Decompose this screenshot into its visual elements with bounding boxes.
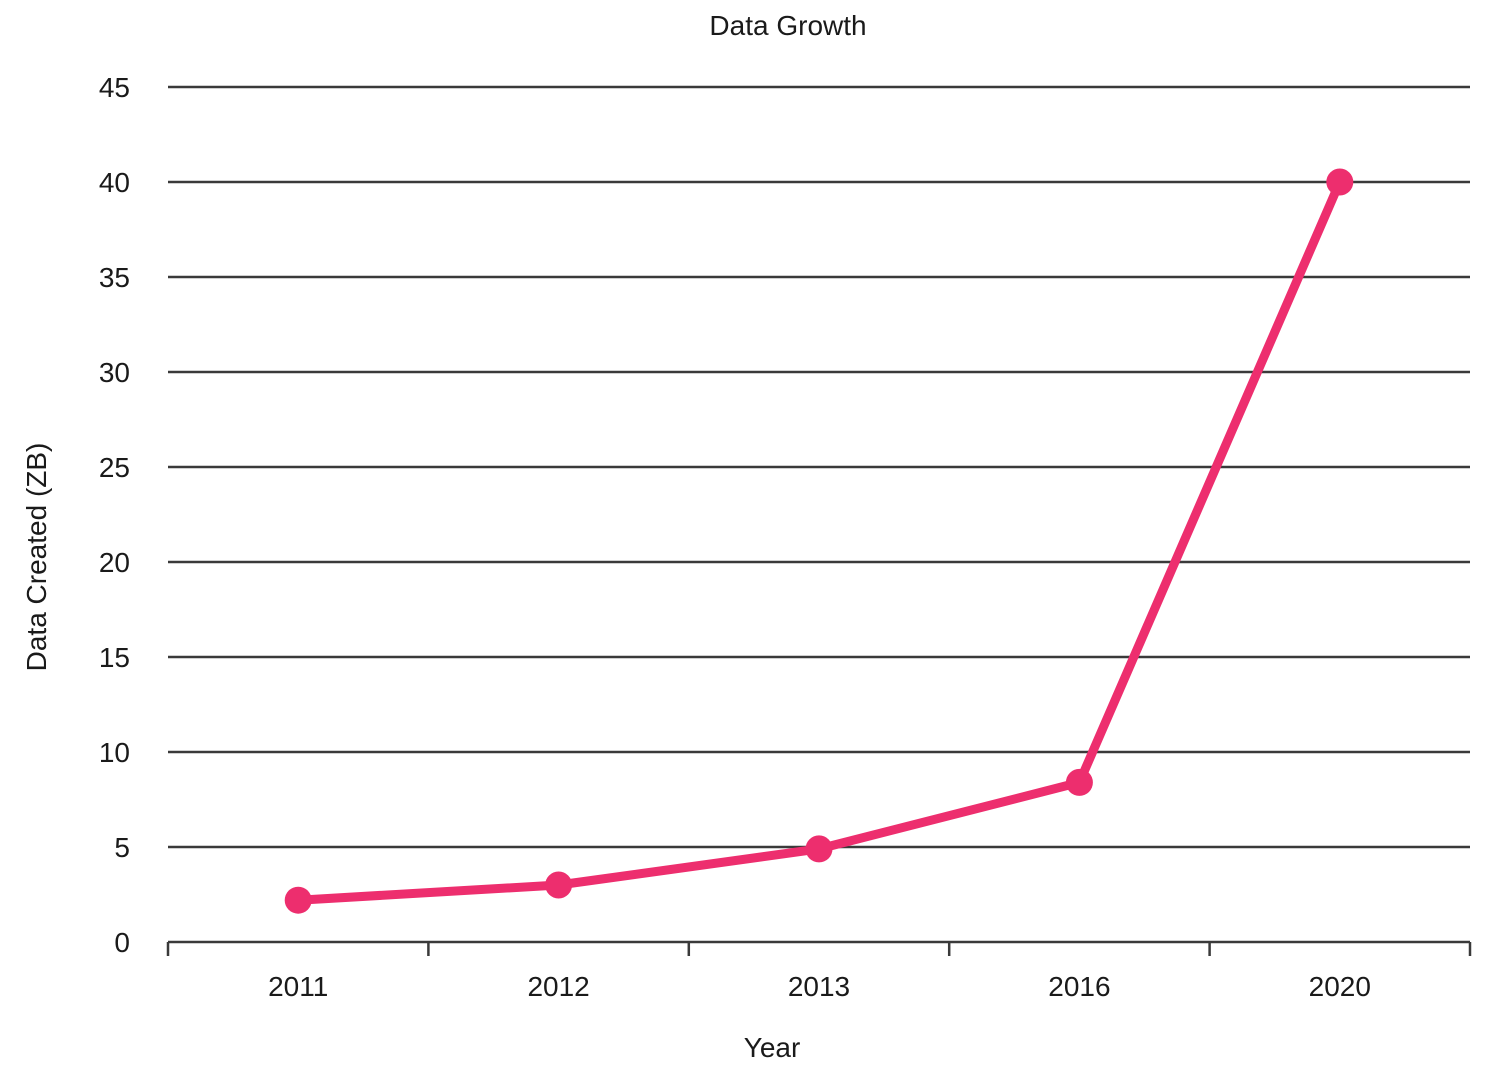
y-tick-label: 0 — [114, 927, 130, 958]
y-tick-label: 35 — [99, 262, 130, 293]
y-tick-label: 20 — [99, 547, 130, 578]
data-line — [293, 177, 1345, 905]
y-tick-label: 40 — [99, 167, 130, 198]
data-point — [805, 835, 833, 863]
x-axis-label: Year — [743, 1032, 801, 1063]
y-tick-label: 25 — [99, 452, 130, 483]
x-tick-label: 2016 — [1048, 971, 1110, 1002]
data-point — [284, 886, 312, 914]
y-tick-label: 5 — [114, 832, 130, 863]
data-point — [1065, 768, 1093, 796]
x-tick-label: 2012 — [527, 971, 589, 1002]
x-tick-label: 2013 — [788, 971, 850, 1002]
data-point — [1326, 168, 1354, 196]
y-tick-label: 45 — [99, 72, 130, 103]
x-tick-label: 2011 — [268, 971, 328, 1002]
chart-title: Data Growth — [709, 10, 867, 41]
y-tick-label: 30 — [99, 357, 130, 388]
y-tick-label: 15 — [99, 642, 130, 673]
x-tick-label: 2020 — [1309, 971, 1371, 1002]
data-point — [545, 871, 573, 899]
y-tick-label: 10 — [99, 737, 130, 768]
